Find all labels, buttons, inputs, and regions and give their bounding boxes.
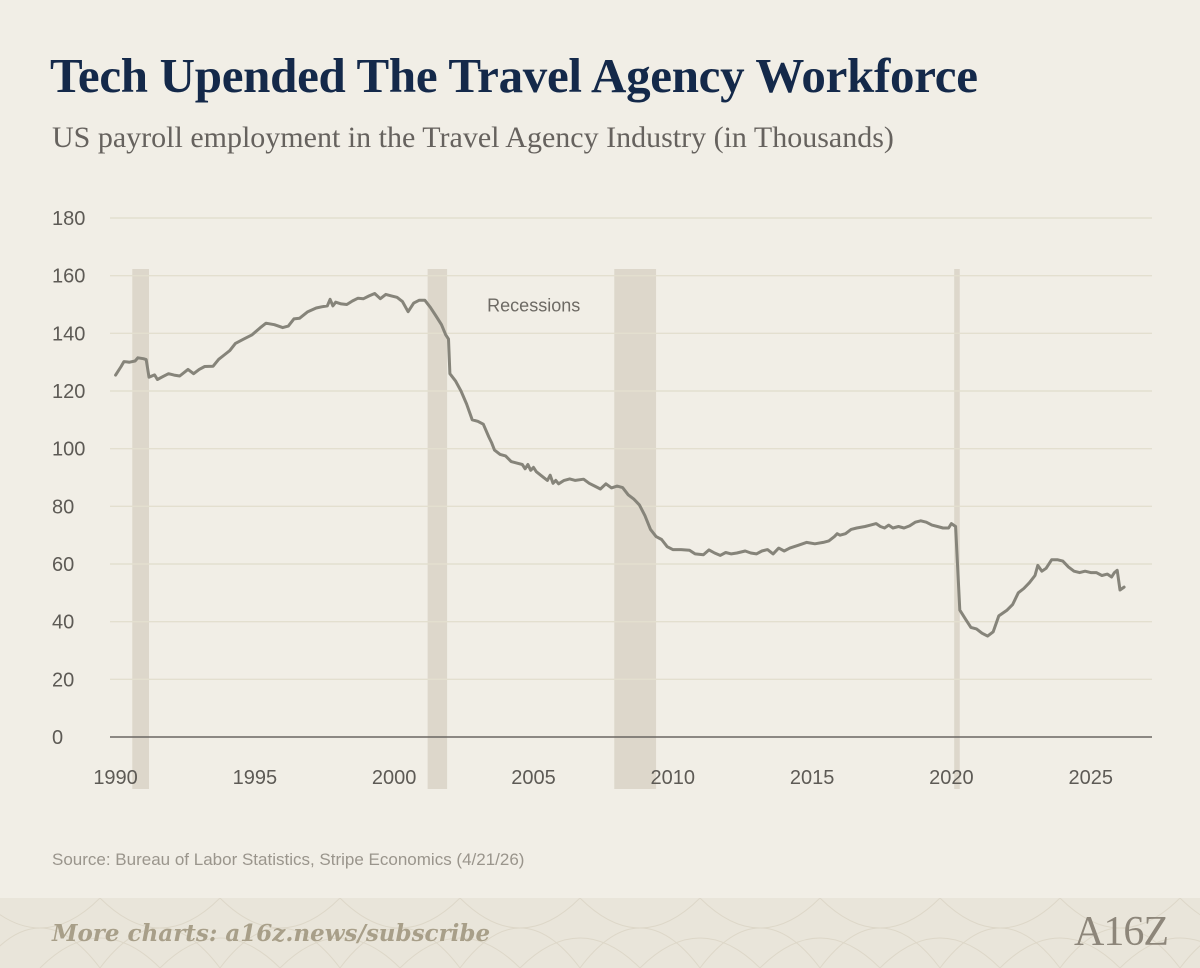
x-tick-label-2005: 2005 [511,767,556,789]
footer-pattern [0,898,1200,968]
a16z-logo: A16Z [1074,909,1169,955]
x-tick-label-1995: 1995 [233,767,278,789]
y-tick-label-140: 140 [52,323,85,345]
grid-lines [110,217,1152,681]
chart-subtitle: US payroll employment in the Travel Agen… [52,121,894,154]
line-chart: 0 20 40 60 80 100 120 140 160 180 1990 1995 2000 200… [52,208,1152,789]
x-axis-tick-labels: 1990 1995 2000 2005 2010 2015 2020 2025 [93,767,1113,789]
x-tick-label-2010: 2010 [651,767,696,789]
footer-bar: More charts: a16z.news/subscribe [0,898,1200,968]
y-tick-label-180: 180 [52,208,85,230]
chart-title: Tech Upended The Travel Agency Workforce [50,48,978,103]
subscribe-link[interactable]: More charts: a16z.news/subscribe [52,920,491,947]
y-tick-label-40: 40 [52,612,74,634]
y-tick-label-20: 20 [52,669,74,691]
y-tick-label-160: 160 [52,266,85,288]
x-tick-label-2025: 2025 [1068,767,1113,789]
recession-label: Recessions [487,296,580,316]
x-tick-label-2015: 2015 [790,767,835,789]
y-tick-label-120: 120 [52,381,85,403]
y-tick-label-60: 60 [52,554,74,576]
x-tick-label-2000: 2000 [372,767,417,789]
y-axis-tick-labels: 0 20 40 60 80 100 120 140 160 180 [52,208,85,749]
recession-band-2 [427,269,448,789]
recession-band-1 [132,269,150,789]
y-tick-label-0: 0 [52,727,63,749]
x-tick-label-1990: 1990 [93,767,138,789]
series-layer [114,292,1126,638]
y-tick-label-80: 80 [52,496,74,518]
recession-bands [132,269,960,789]
series-line-1 [114,292,1126,638]
x-tick-label-2020: 2020 [929,767,974,789]
y-tick-label-100: 100 [52,439,85,461]
source-note: Source: Bureau of Labor Statistics, Stri… [52,850,525,869]
